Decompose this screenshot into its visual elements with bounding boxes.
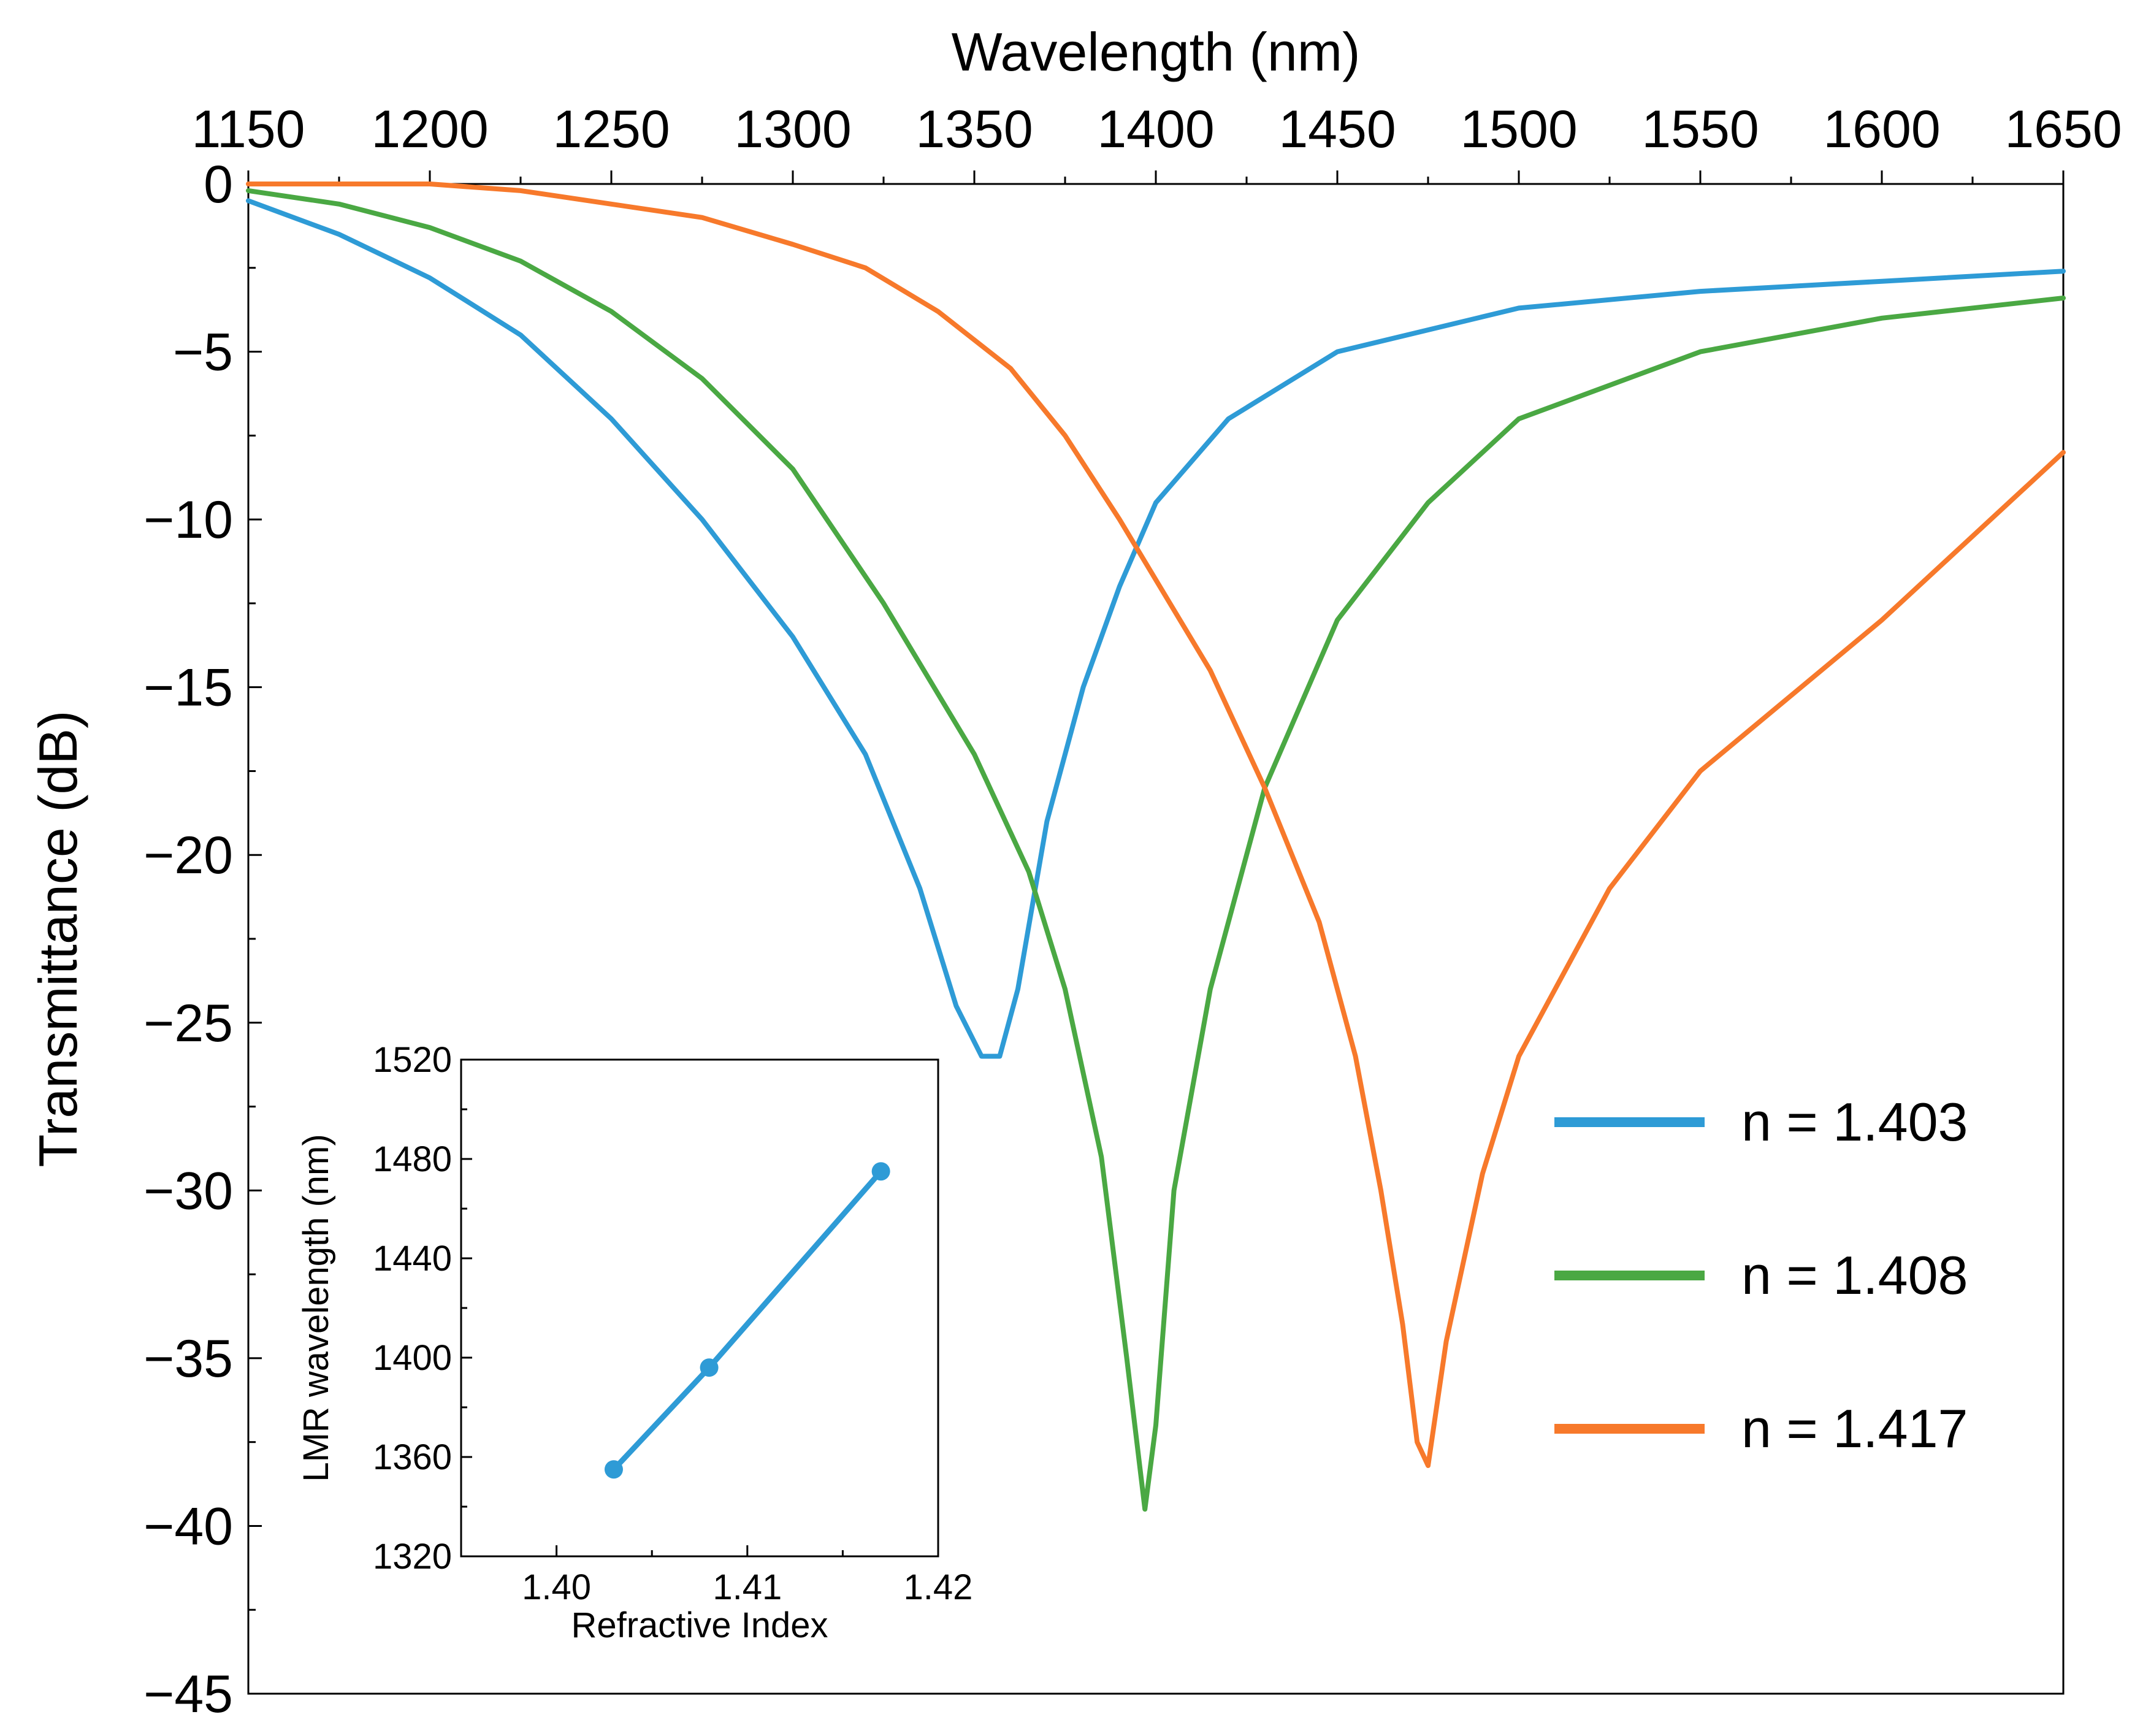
x-tick-label: 1450 (1278, 100, 1396, 159)
inset-plot: 1.40 1.41 1.42 1320 1360 1400 1440 1480 1520 Refr… (296, 1040, 972, 1645)
x-tick-label: 1200 (371, 100, 488, 159)
y-tick-label: −30 (143, 1161, 233, 1220)
inset-x-tick-label: 1.42 (904, 1567, 973, 1607)
series-line (246, 198, 2066, 1059)
inset-y-tick-label: 1440 (373, 1239, 452, 1279)
y-tick-label: −35 (143, 1329, 233, 1388)
inset-y-tick-label: 1320 (373, 1537, 452, 1577)
legend-label: n = 1.408 (1741, 1245, 1968, 1306)
inset-frame (460, 1058, 939, 1558)
inset-x-tick-label: 1.41 (713, 1567, 782, 1607)
y-tick-label: 0 (204, 155, 233, 214)
inset-series-line (611, 1168, 884, 1472)
inset-y-tick-label: 1400 (373, 1338, 452, 1378)
y-tick-label: −5 (173, 323, 233, 382)
y-tick-label: −45 (143, 1665, 233, 1724)
plot-frame (247, 183, 2065, 1695)
inset-x-axis-title: Refractive Index (571, 1605, 828, 1645)
y-tick-label: −15 (143, 659, 233, 717)
x-tick-label: 1650 (2004, 100, 2122, 159)
inset-data-point (871, 1162, 890, 1181)
x-tick-label: 1600 (1823, 100, 1940, 159)
x-tick-label: 1500 (1460, 100, 1577, 159)
inset-y-tick-label: 1520 (373, 1040, 452, 1080)
y-tick-label: −10 (143, 491, 233, 549)
legend-label: n = 1.417 (1741, 1398, 1968, 1459)
x-tick-label: 1300 (734, 100, 851, 159)
inset-data-point (700, 1358, 719, 1377)
y-tick-label: −40 (143, 1497, 233, 1556)
y-tick-label: −20 (143, 826, 233, 885)
x-tick-label: 1550 (1641, 100, 1759, 159)
series-line (246, 188, 2066, 1512)
y-axis-title: Transmittance (dB) (28, 711, 88, 1168)
inset-y-tick-label: 1360 (373, 1437, 452, 1477)
legend-label: n = 1.403 (1741, 1092, 1968, 1152)
y-tick-label: −25 (143, 994, 233, 1053)
x-tick-label: 1150 (192, 100, 305, 159)
main-plot: 1150 1200 1250 1300 1350 1400 1450 1500 1550 1600… (28, 21, 2122, 1724)
x-axis-title: Wavelength (nm) (952, 21, 1361, 82)
x-tick-label: 1350 (915, 100, 1033, 159)
x-tick-label: 1250 (552, 100, 670, 159)
inset-y-axis-title: LMR wavelength (nm) (296, 1134, 336, 1482)
inset-y-tick-label: 1480 (373, 1139, 452, 1179)
inset-data-point (604, 1460, 623, 1479)
x-tick-label: 1400 (1097, 100, 1214, 159)
series-line (246, 182, 2066, 1468)
inset-x-tick-label: 1.40 (522, 1567, 591, 1607)
